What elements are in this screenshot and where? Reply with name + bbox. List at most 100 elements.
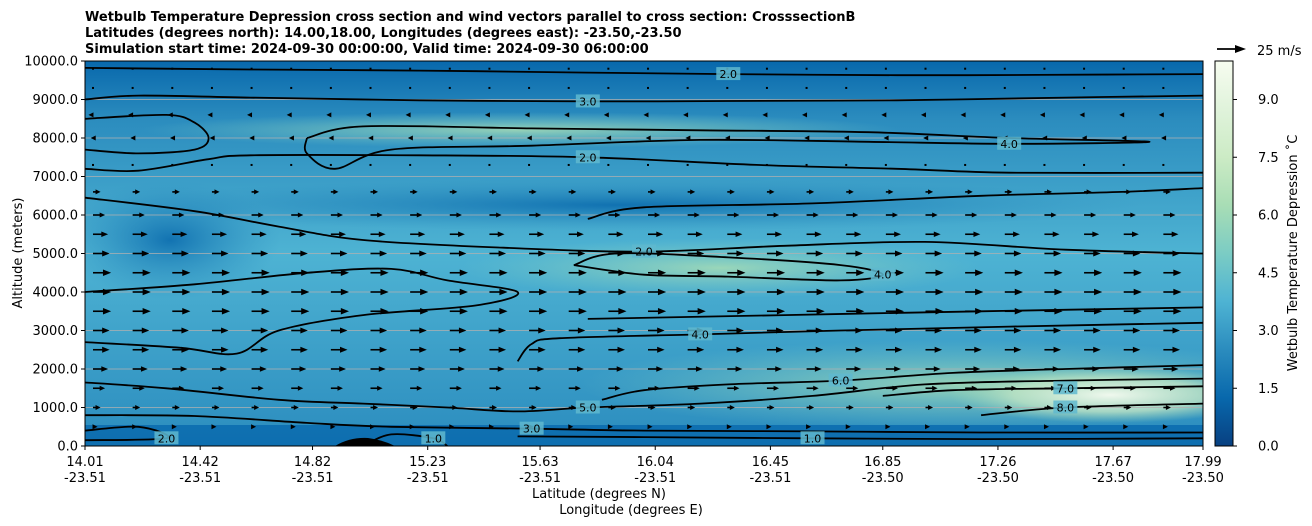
wind-arrow	[172, 288, 191, 296]
wind-arrow-head	[102, 269, 112, 277]
wind-arrow-head	[577, 366, 584, 372]
wind-arrow-head	[766, 424, 772, 430]
wind-arrow-head	[932, 212, 938, 218]
wind-arrow	[1163, 231, 1179, 237]
wind-arrow-dot	[726, 86, 729, 89]
contour-label-bg-16	[154, 431, 179, 445]
wind-arrow-dot	[924, 163, 927, 166]
wind-arrow-head	[1170, 212, 1176, 218]
contour-line-2	[303, 125, 1151, 170]
wind-arrow-head	[260, 327, 269, 334]
wind-arrow-head	[254, 405, 260, 410]
wind-arrow	[964, 424, 970, 430]
wind-arrow	[410, 250, 427, 257]
wind-arrow-head	[566, 135, 572, 141]
wind-arrow-head	[1172, 327, 1180, 334]
wind-arrow	[370, 405, 379, 410]
wind-arrow	[686, 86, 689, 89]
wind-arrow-head	[288, 135, 294, 141]
wind-arrow	[132, 231, 148, 237]
wind-arrow-head	[647, 424, 653, 430]
wind-arrow-head	[498, 250, 507, 257]
wind-arrow	[885, 189, 894, 195]
wind-arrow-dot	[567, 86, 570, 89]
wind-arrow-head	[531, 189, 537, 195]
wind-arrow-head	[967, 189, 973, 195]
wind-arrow-head	[1173, 307, 1182, 315]
wind-arrow	[1044, 231, 1060, 237]
wind-arrow-head	[973, 231, 981, 237]
wind-arrow-head	[416, 212, 423, 218]
wind-arrow-head	[1039, 112, 1045, 118]
wind-arrow-head	[1132, 346, 1141, 353]
wind-arrow	[172, 405, 180, 410]
wind-arrow-head	[102, 250, 110, 257]
wind-arrow	[251, 288, 270, 296]
wind-arrow-head	[140, 366, 148, 372]
wind-arrow-head	[261, 307, 270, 315]
wind-arrow-head	[696, 346, 705, 353]
wind-arrow	[291, 307, 310, 315]
wind-arrow	[1163, 327, 1180, 334]
wind-arrow	[290, 86, 293, 89]
wind-arrow-dot	[964, 86, 967, 89]
wind-arrow-dot	[329, 163, 332, 166]
wind-arrow-dot	[528, 67, 531, 70]
wind-arrow-head	[380, 269, 389, 277]
wind-arrow	[370, 269, 389, 277]
wind-arrow-head	[1123, 424, 1129, 430]
colorbar-ticks: 0.0 1.5 3.0 4.5 6.0 7.5 9.0	[1233, 93, 1279, 455]
wind-arrow-head	[607, 424, 613, 430]
wind-arrow-head	[577, 231, 584, 237]
wind-arrow	[647, 86, 649, 89]
wind-arrow-dot	[250, 86, 253, 89]
wind-arrow	[1163, 212, 1176, 218]
wind-arrow	[370, 327, 388, 334]
contour-label-18: 1.0	[425, 432, 443, 445]
y-tick-label-5: 5000.0	[33, 247, 79, 262]
contour-label-17: 1.0	[804, 432, 822, 445]
wind-arrow-head	[816, 288, 825, 296]
wind-arrow-head	[1133, 307, 1142, 315]
wind-arrow	[410, 346, 427, 353]
wind-arrow-dot	[448, 86, 451, 89]
wind-arrow-head	[1094, 288, 1103, 296]
wind-arrow	[1044, 250, 1062, 257]
wind-arrow-head	[1053, 327, 1062, 334]
wind-arrow-head	[258, 212, 264, 218]
wind-arrow-head	[141, 327, 150, 334]
colorbar-tick-label-1: 1.5	[1258, 382, 1279, 397]
wind-arrow	[806, 385, 819, 391]
wind-arrow	[683, 112, 689, 118]
wind-arrow	[529, 307, 548, 315]
wind-arrow-head	[221, 288, 231, 296]
colorbar-label: Wetbulb Temperature Depression ˚C	[1285, 135, 1301, 372]
wind-arrow	[884, 163, 887, 166]
wind-arrow	[766, 424, 772, 430]
wind-arrow-head	[491, 189, 497, 195]
wind-arrow	[328, 135, 334, 141]
wind-arrow	[132, 212, 145, 218]
wind-arrow	[727, 366, 743, 372]
wind-arrow-head	[1171, 231, 1179, 237]
wind-arrow	[449, 366, 465, 372]
wind-arrow-head	[1093, 346, 1101, 353]
wind-arrow-head	[925, 424, 931, 430]
wind-arrow	[405, 112, 411, 118]
wind-arrow	[845, 86, 848, 89]
wind-arrow-head	[895, 346, 903, 353]
wind-arrow	[369, 86, 372, 89]
wind-arrow-head	[657, 307, 667, 315]
x-tick-latitude-4: 15.63	[521, 455, 558, 470]
wind-arrow-head	[736, 346, 744, 353]
contour-label-7: 4.0	[874, 269, 892, 282]
contour-line-3	[85, 154, 1203, 174]
y-axis-label: Altitude (meters)	[11, 198, 26, 309]
wind-arrow	[568, 307, 587, 315]
wind-arrow	[925, 189, 934, 195]
wind-arrow-head	[933, 366, 941, 372]
wind-arrow	[288, 135, 294, 141]
wind-arrow	[1044, 212, 1057, 218]
wind-arrow	[449, 346, 467, 353]
wind-arrow	[172, 269, 191, 277]
